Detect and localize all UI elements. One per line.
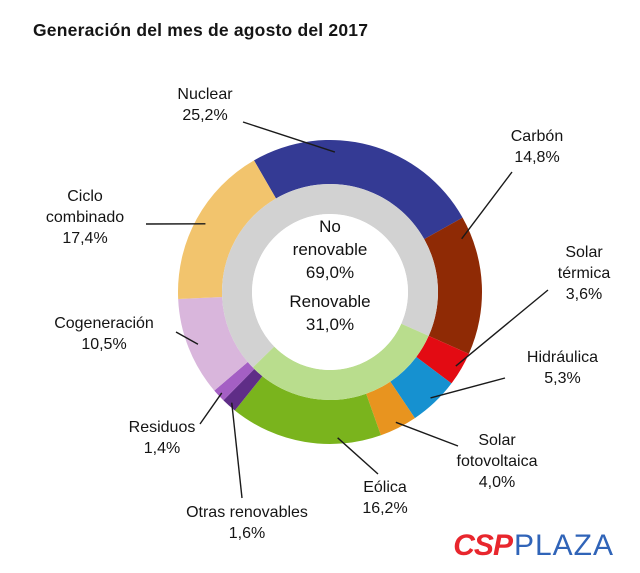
slice-solar-fotovoltaica [366,381,415,436]
inner-ring-renovable [252,323,429,400]
slice-label-value: 14,8% [514,149,560,167]
center-no-renovable-label: No renovable [292,217,368,259]
center-renovable: Renovable 31,0% [286,291,374,337]
slice-cogeneracion [178,296,248,391]
slice-label-value: 10,5% [81,336,127,354]
slice-label-carbon: Carbón 14,8% [487,126,587,168]
slice-otras-renovables [223,369,263,411]
leader-line-carbon [461,171,513,240]
slice-nuclear [254,139,463,240]
slice-label-text: Residuos [128,419,196,436]
chart-title: Generación del mes de agosto del 2017 [33,20,369,40]
slice-label-text: Nuclear [177,86,233,103]
slice-label-solar-fotovoltaica: Solar fotovoltaica 4,0% [437,430,557,493]
leader-line-solar-termica [455,289,549,367]
leader-line-otras-renovables [231,402,243,499]
slice-label-text: Carbón [510,128,564,145]
slice-eolica [234,376,381,445]
slice-ciclo-combinado [177,160,276,299]
slice-label-text: Otras renovables [186,504,308,521]
slice-label-value: 25,2% [182,107,228,125]
slice-solar-termica [416,335,469,384]
slice-label-eolica: Eólica 16,2% [342,477,428,519]
slice-label-nuclear: Nuclear 25,2% [145,84,265,126]
csp-plaza-logo: CSPPLAZA [453,531,614,561]
slice-label-value: 17,4% [62,230,108,248]
slice-label-cogeneracion: Cogeneración 10,5% [28,313,180,355]
slice-label-text: Solar fotovoltaica [456,432,538,471]
logo-plaza: PLAZA [513,529,614,562]
center-renovable-label: Renovable [289,292,371,312]
logo-csp: CSP [453,529,513,562]
center-no-renovable-value: 69,0% [305,262,355,282]
slice-carbon [424,217,482,354]
leader-line-nuclear [242,121,336,153]
slice-label-value: 3,6% [565,286,603,304]
center-no-renovable: No renovable 69,0% [286,216,374,284]
donut-center-text: No renovable 69,0% Renovable 31,0% [244,216,416,337]
center-renovable-value: 31,0% [305,315,355,335]
slice-label-text: Cogeneración [54,315,154,332]
leader-line-residuos [199,392,223,425]
slice-label-ciclo-combinado: Ciclo combinado 17,4% [30,186,140,249]
slice-label-value: 4,0% [478,474,516,492]
slice-hidraulica [390,356,452,419]
slice-label-text: Solar térmica [557,244,611,283]
slice-label-hidraulica: Hidráulica 5,3% [500,347,625,389]
slice-label-otras-renovables: Otras renovables 1,6% [158,502,336,544]
slice-label-residuos: Residuos 1,4% [112,417,212,459]
donut-hole [252,214,408,370]
leader-line-cogeneracion [175,331,199,345]
slice-label-value: 1,6% [228,525,266,543]
slice-residuos [214,362,255,401]
slice-label-text: Hidráulica [526,349,599,366]
slice-label-text: Ciclo combinado [45,188,125,227]
slice-label-text: Eólica [363,479,407,496]
inner-ring-no-renovable [222,183,439,368]
slice-label-value: 1,4% [143,440,181,458]
leader-line-solar-fotovoltaica [395,421,459,447]
leader-line-eolica [337,437,379,475]
slice-label-value: 5,3% [544,370,581,388]
slice-label-value: 16,2% [362,500,408,518]
slice-label-solar-termica: Solar térmica 3,6% [538,242,630,305]
leader-line-hidraulica [430,377,506,399]
